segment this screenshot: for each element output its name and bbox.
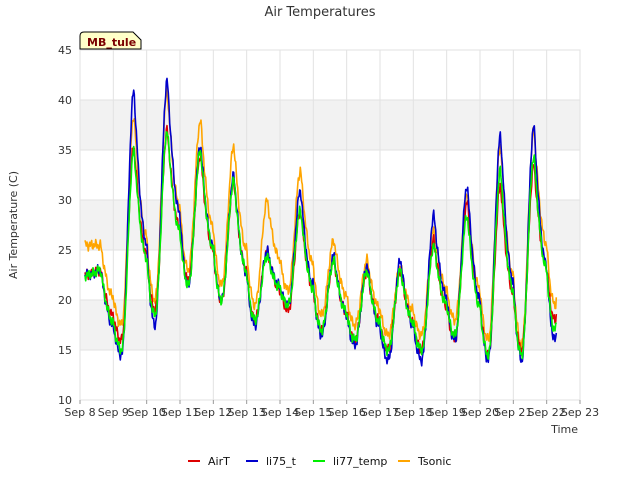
legend-label-tsonic: Tsonic	[417, 455, 451, 468]
x-tick-label: Sep 15	[294, 406, 332, 419]
legend-label-li77_temp: li77_temp	[333, 455, 387, 468]
grid-lines	[79, 49, 581, 401]
series-line-li75_t	[84, 77, 558, 367]
x-tick-label: Sep 17	[361, 406, 399, 419]
y-tick-label: 40	[58, 94, 72, 107]
x-tick-label: Sep 14	[261, 406, 299, 419]
y-tick-label: 25	[58, 244, 72, 257]
y-tick-label: 10	[58, 394, 72, 407]
y-axis-label: Air Temperature (C)	[7, 171, 20, 279]
legend-label-li75_t: li75_t	[266, 455, 297, 468]
x-tick-label: Sep 22	[528, 406, 566, 419]
series-layer	[84, 77, 558, 367]
background-band	[80, 300, 580, 350]
x-tick-label: Sep 20	[461, 406, 499, 419]
x-tick-label: Sep 8	[64, 406, 95, 419]
x-tick-label: Sep 23	[561, 406, 599, 419]
x-tick-label: Sep 18	[394, 406, 432, 419]
y-axis-ticks: 10 15 20 25 30 35 40 45	[58, 44, 72, 407]
x-tick-label: Sep 16	[328, 406, 366, 419]
site-badge: MB_tule	[79, 31, 142, 50]
y-tick-label: 15	[58, 344, 72, 357]
y-tick-label: 45	[58, 44, 72, 57]
x-tick-label: Sep 21	[494, 406, 532, 419]
x-tick-label: Sep 19	[428, 406, 466, 419]
series-line-li77_temp	[84, 131, 558, 360]
site-badge-label: MB_tule	[87, 36, 136, 49]
background-band	[80, 100, 580, 150]
x-tick-label: Sep 13	[228, 406, 266, 419]
legend: AirT li75_t li77_temp Tsonic	[188, 455, 451, 468]
x-tick-label: Sep 10	[128, 406, 166, 419]
y-tick-label: 35	[58, 144, 72, 157]
legend-label-airt: AirT	[208, 455, 230, 468]
y-tick-label: 20	[58, 294, 72, 307]
x-axis-label: Time	[550, 423, 578, 436]
x-tick-label: Sep 11	[161, 406, 199, 419]
y-tick-label: 30	[58, 194, 72, 207]
x-tick-label: Sep 9	[98, 406, 129, 419]
chart-title: Air Temperatures	[264, 5, 375, 20]
x-tick-label: Sep 12	[194, 406, 232, 419]
